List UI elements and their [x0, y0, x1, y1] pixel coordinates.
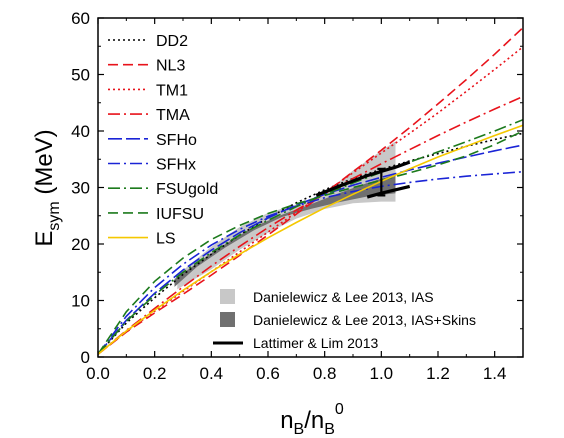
legend-label-sfho: SFHo [156, 132, 197, 149]
x-tick-label: 1.2 [426, 364, 450, 383]
series-ls-line [98, 124, 523, 355]
series-sfhx-line [98, 170, 523, 355]
legend: DD2 NL3 TM1 TMA SFHo SFHx FSUgold IUFSU LS [108, 33, 218, 248]
y-tick-label: 60 [71, 9, 90, 28]
axes: 0.0 0.2 0.4 0.6 0.8 1.0 1.2 1.4 0 10 20 30 40 50 60 [71, 9, 523, 383]
lattimer-lim-constraint [315, 160, 411, 199]
constraint-bands [174, 141, 396, 290]
x-tick-label: 1.4 [483, 364, 507, 383]
legend-swatch-danielewicz-lee-2013-ias-skins [220, 312, 235, 327]
y-tick-label: 40 [71, 122, 90, 141]
x-tick-label: 0.2 [143, 364, 167, 383]
series-nl3-line [98, 27, 523, 355]
legend-label-tm1: TM1 [156, 82, 188, 99]
legend-label-fsugold: FSUgold [156, 181, 218, 198]
series-tma-line [98, 95, 523, 355]
x-tick-label: 0.8 [313, 364, 337, 383]
legend-label-tma: TMA [156, 107, 190, 124]
legend-label-danielewicz-lee-2013-ias: Danielewicz & Lee 2013, IAS [253, 289, 434, 305]
series-iufsu-line [98, 130, 523, 355]
legend-swatch-danielewicz-lee-2013-ias [220, 289, 235, 304]
x-tick-label: 0.0 [86, 364, 110, 383]
series-dd2-line [98, 132, 523, 355]
x-tick-label: 0.6 [256, 364, 280, 383]
legend-label-iufsu: IUFSU [156, 206, 204, 223]
legend-label-ls: LS [156, 231, 176, 248]
constraint-legend: Danielewicz & Lee 2013, IAS Danielewicz &… [213, 289, 476, 351]
x-tick-label: 1.0 [370, 364, 394, 383]
lattimer-lim-upper-line [315, 160, 411, 197]
y-tick-label: 20 [71, 235, 90, 254]
x-axis-title: nB/nB0 [280, 401, 344, 438]
y-axis-title: Esym (MeV) [31, 129, 63, 246]
legend-label-dd2: DD2 [156, 33, 188, 50]
y-tick-label: 50 [71, 66, 90, 85]
legend-label-nl3: NL3 [156, 58, 185, 75]
x-tick-label: 0.4 [200, 364, 224, 383]
y-tick-label: 10 [71, 292, 90, 311]
model-curves [98, 27, 523, 355]
y-tick-label: 30 [71, 179, 90, 198]
legend-label-lattimer-lim-2013: Lattimer & Lim 2013 [253, 335, 378, 351]
series-sfho-line [98, 144, 523, 355]
series-fsugold-line [98, 118, 523, 355]
y-tick-label: 0 [81, 348, 90, 367]
legend-label-danielewicz-lee-2013-ias-skins: Danielewicz & Lee 2013, IAS+Skins [253, 312, 476, 328]
lattimer-lim-lower-line [366, 184, 411, 199]
legend-label-sfhx: SFHx [156, 157, 196, 174]
